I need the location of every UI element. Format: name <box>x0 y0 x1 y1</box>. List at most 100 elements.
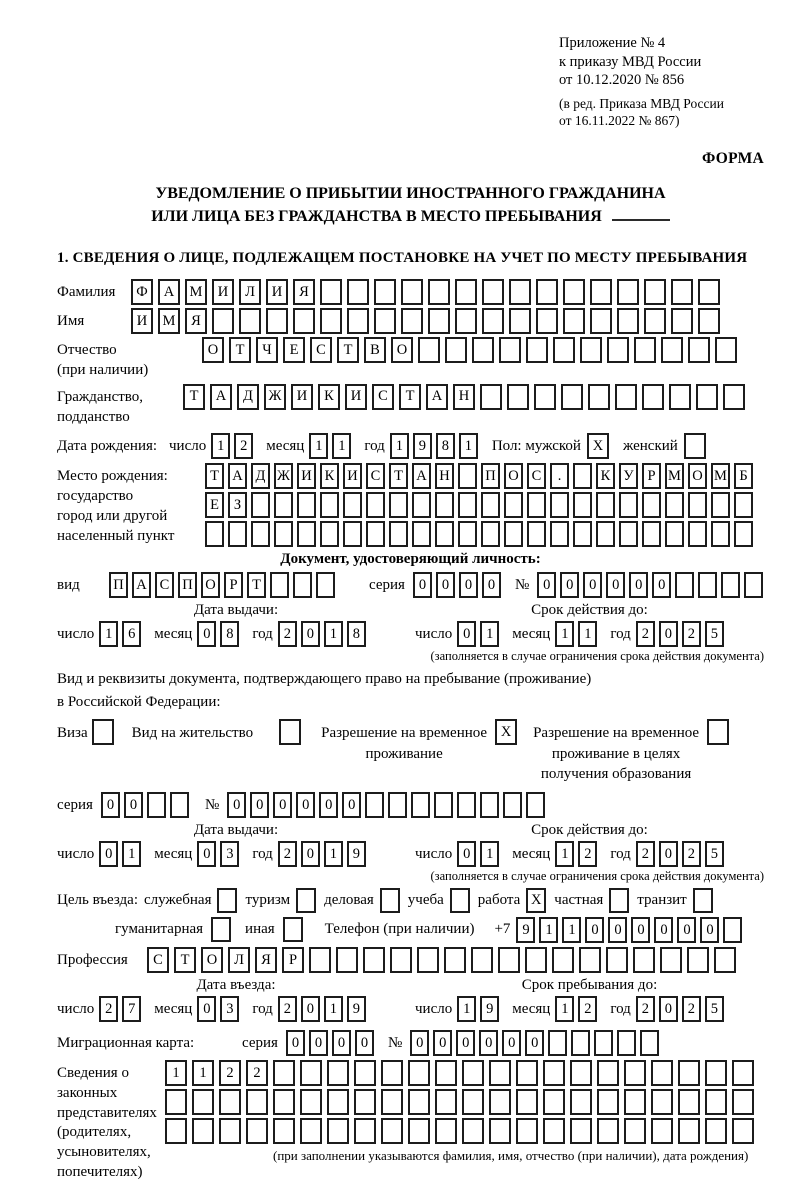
char-cell[interactable] <box>169 792 189 819</box>
char-cell[interactable]: Л <box>228 947 250 974</box>
char-cell[interactable]: 2 <box>219 1060 241 1087</box>
char-cell[interactable]: Д <box>251 463 270 490</box>
char-cell[interactable] <box>526 337 548 364</box>
char-cell[interactable]: Т <box>174 947 196 974</box>
char-cell[interactable]: О <box>391 337 413 364</box>
char-cell[interactable]: 0 <box>537 572 557 599</box>
char-cell[interactable] <box>705 1089 727 1116</box>
char-cell[interactable]: 1 <box>555 621 575 648</box>
char-cell[interactable] <box>687 947 709 974</box>
edu-residence-checkbox[interactable] <box>707 719 730 746</box>
char-cell[interactable]: 2 <box>277 841 297 868</box>
char-cell[interactable] <box>552 947 574 974</box>
char-cell[interactable] <box>543 1060 565 1087</box>
char-cell[interactable] <box>573 463 592 490</box>
char-cell[interactable] <box>580 337 602 364</box>
char-cell[interactable] <box>462 1118 484 1145</box>
char-cell[interactable] <box>246 1089 268 1116</box>
char-cell[interactable]: И <box>291 383 313 410</box>
char-cell[interactable] <box>651 1060 673 1087</box>
char-cell[interactable]: 0 <box>197 621 217 648</box>
char-cell[interactable] <box>480 792 500 819</box>
char-cell[interactable] <box>401 279 423 306</box>
char-cell[interactable]: 2 <box>681 841 701 868</box>
char-cell[interactable]: 6 <box>122 621 142 648</box>
char-cell[interactable]: А <box>412 463 431 490</box>
char-cell[interactable] <box>570 1089 592 1116</box>
char-cell[interactable] <box>428 279 450 306</box>
char-cell[interactable] <box>354 1089 376 1116</box>
char-cell[interactable]: 1 <box>211 433 231 460</box>
char-cell[interactable] <box>509 308 531 335</box>
char-cell[interactable]: О <box>688 463 707 490</box>
char-cell[interactable]: 0 <box>481 572 501 599</box>
char-cell[interactable] <box>428 308 450 335</box>
char-cell[interactable] <box>293 572 312 599</box>
char-cell[interactable]: 9 <box>346 996 366 1023</box>
char-cell[interactable]: Н <box>453 383 475 410</box>
char-cell[interactable] <box>297 492 316 519</box>
char-cell[interactable]: 2 <box>635 996 655 1023</box>
char-cell[interactable] <box>146 792 166 819</box>
char-cell[interactable] <box>665 521 684 548</box>
char-cell[interactable] <box>607 337 629 364</box>
char-cell[interactable]: 1 <box>480 841 500 868</box>
char-cell[interactable] <box>573 492 592 519</box>
char-cell[interactable] <box>435 1118 457 1145</box>
char-cell[interactable] <box>266 308 288 335</box>
char-cell[interactable] <box>381 1060 403 1087</box>
char-cell[interactable]: 0 <box>457 621 477 648</box>
char-cell[interactable]: 2 <box>635 841 655 868</box>
char-cell[interactable] <box>596 492 615 519</box>
char-cell[interactable]: Ж <box>264 383 286 410</box>
char-cell[interactable]: Я <box>255 947 277 974</box>
char-cell[interactable] <box>688 521 707 548</box>
char-cell[interactable]: 5 <box>704 841 724 868</box>
char-cell[interactable]: Д <box>237 383 259 410</box>
char-cell[interactable]: 2 <box>681 996 701 1023</box>
char-cell[interactable] <box>489 1089 511 1116</box>
char-cell[interactable] <box>365 792 385 819</box>
char-cell[interactable]: М <box>185 279 207 306</box>
char-cell[interactable] <box>571 1030 591 1057</box>
char-cell[interactable]: 0 <box>457 841 477 868</box>
char-cell[interactable]: 0 <box>700 917 720 944</box>
char-cell[interactable] <box>732 1060 754 1087</box>
char-cell[interactable] <box>711 492 730 519</box>
char-cell[interactable]: 2 <box>234 433 254 460</box>
char-cell[interactable]: А <box>158 279 180 306</box>
char-cell[interactable] <box>723 917 743 944</box>
char-cell[interactable]: 1 <box>99 621 119 648</box>
char-cell[interactable] <box>309 947 331 974</box>
char-cell[interactable]: 0 <box>285 1030 305 1057</box>
char-cell[interactable] <box>482 279 504 306</box>
char-cell[interactable]: 9 <box>480 996 500 1023</box>
char-cell[interactable] <box>678 1089 700 1116</box>
char-cell[interactable]: 1 <box>122 841 142 868</box>
char-cell[interactable]: 0 <box>560 572 580 599</box>
char-cell[interactable] <box>458 463 477 490</box>
char-cell[interactable] <box>320 492 339 519</box>
char-cell[interactable] <box>457 792 477 819</box>
char-cell[interactable] <box>624 1118 646 1145</box>
char-cell[interactable] <box>366 492 385 519</box>
char-cell[interactable] <box>570 1060 592 1087</box>
char-cell[interactable] <box>734 521 753 548</box>
char-cell[interactable]: М <box>665 463 684 490</box>
char-cell[interactable]: 2 <box>277 996 297 1023</box>
char-cell[interactable] <box>563 279 585 306</box>
char-cell[interactable]: П <box>109 572 128 599</box>
char-cell[interactable] <box>239 308 261 335</box>
char-cell[interactable]: 1 <box>165 1060 187 1087</box>
char-cell[interactable]: Т <box>247 572 266 599</box>
char-cell[interactable] <box>594 1030 614 1057</box>
char-cell[interactable] <box>274 492 293 519</box>
char-cell[interactable]: 9 <box>346 841 366 868</box>
char-cell[interactable] <box>597 1118 619 1145</box>
char-cell[interactable] <box>273 1060 295 1087</box>
char-cell[interactable] <box>550 521 569 548</box>
char-cell[interactable] <box>418 337 440 364</box>
char-cell[interactable] <box>651 1089 673 1116</box>
purpose-official-checkbox[interactable] <box>217 888 238 914</box>
char-cell[interactable]: 0 <box>631 917 651 944</box>
